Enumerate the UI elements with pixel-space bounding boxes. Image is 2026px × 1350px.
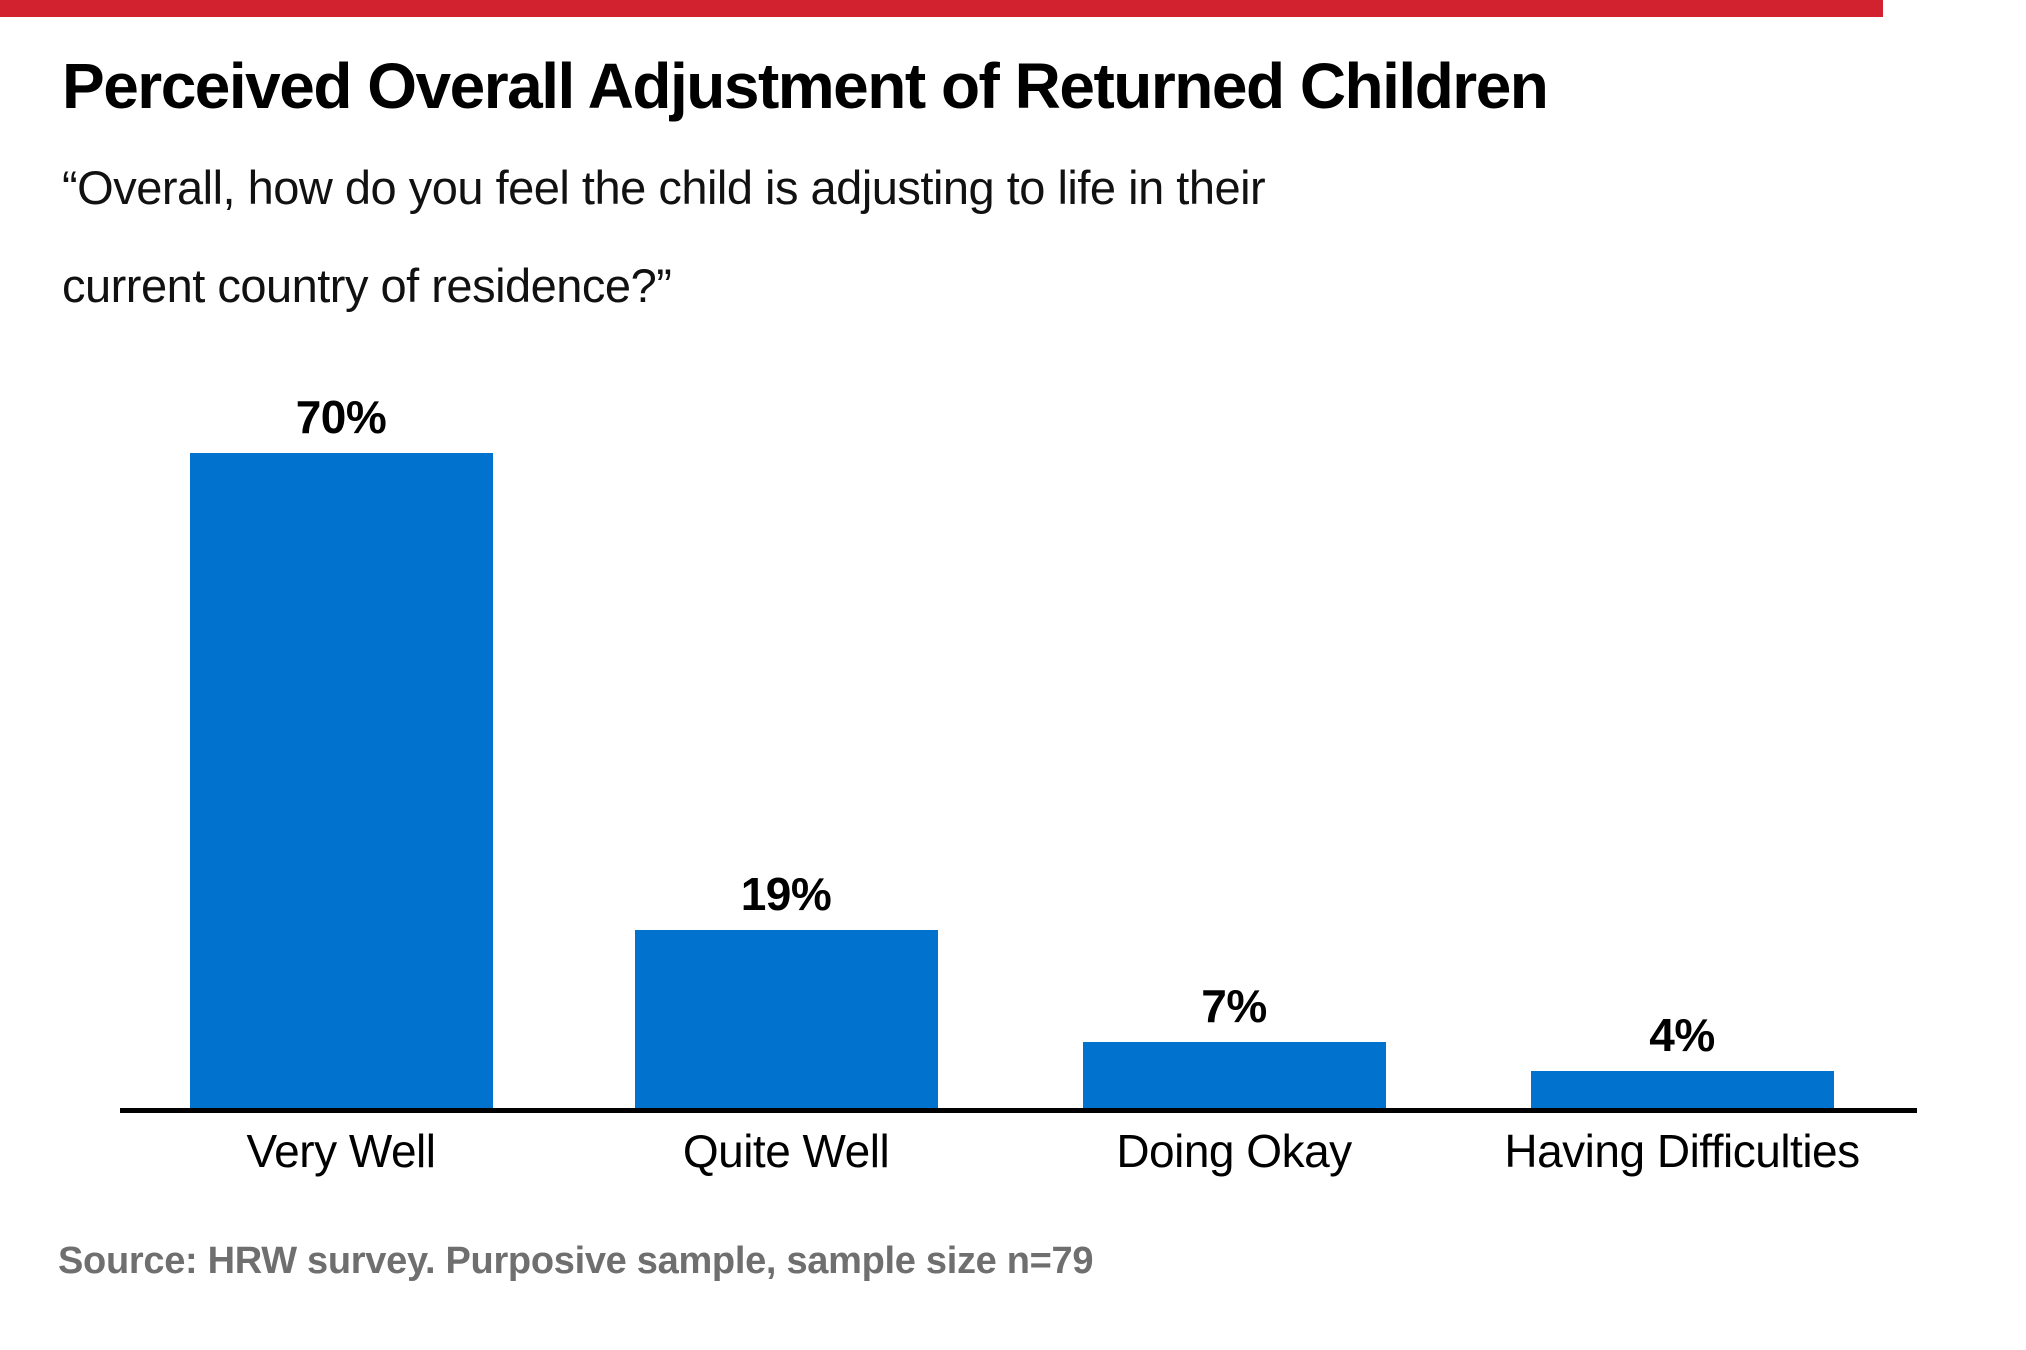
value-label-doing-okay: 7% bbox=[1201, 980, 1267, 1032]
chart-subtitle-line-2: current country of residence?” bbox=[62, 259, 672, 312]
chart-subtitle-line-1: “Overall, how do you feel the child is a… bbox=[62, 161, 1266, 214]
red-accent-bar bbox=[0, 0, 1883, 17]
x-axis-line bbox=[120, 1108, 1917, 1113]
category-label-very-well: Very Well bbox=[246, 1125, 436, 1177]
chart-title: Perceived Overall Adjustment of Returned… bbox=[62, 50, 1549, 122]
category-label-doing-okay: Doing Okay bbox=[1116, 1125, 1352, 1177]
value-label-very-well: 70% bbox=[295, 391, 387, 443]
value-label-having-difficulties: 4% bbox=[1649, 1009, 1715, 1061]
category-label-having-difficulties: Having Difficulties bbox=[1504, 1125, 1860, 1177]
value-label-quite-well: 19% bbox=[740, 868, 832, 920]
bar-doing-okay bbox=[1082, 1042, 1386, 1108]
bar-very-well bbox=[189, 453, 493, 1108]
category-label-quite-well: Quite Well bbox=[682, 1125, 890, 1177]
source-note: Source: HRW survey. Purposive sample, sa… bbox=[58, 1240, 1094, 1282]
bar-having-difficulties bbox=[1530, 1071, 1834, 1108]
bar-quite-well bbox=[634, 930, 938, 1108]
